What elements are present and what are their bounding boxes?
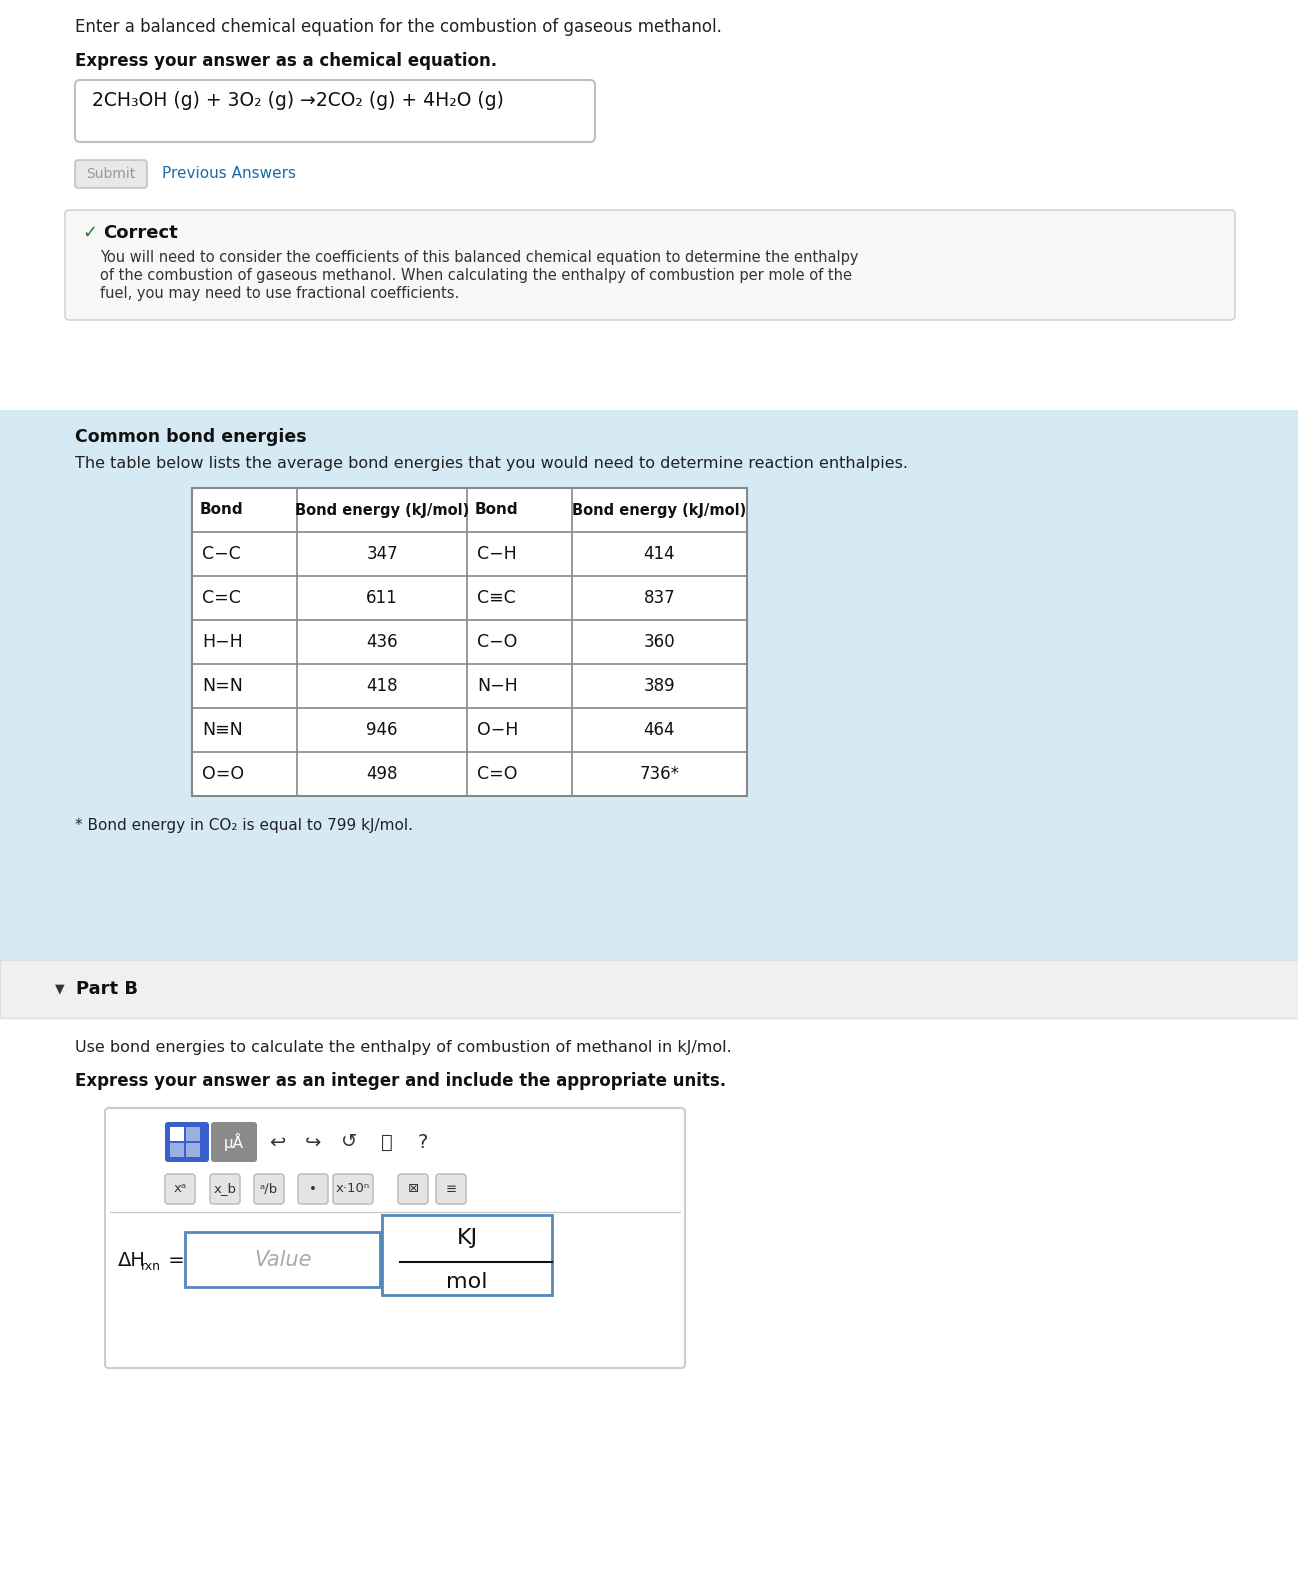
Bar — [186, 1143, 200, 1157]
Text: 2CH₃OH (g) + 3O₂ (g) →2CO₂ (g) + 4H₂O (g): 2CH₃OH (g) + 3O₂ (g) →2CO₂ (g) + 4H₂O (g… — [92, 91, 504, 110]
Text: •: • — [309, 1183, 317, 1195]
Text: Express your answer as a chemical equation.: Express your answer as a chemical equati… — [75, 53, 497, 70]
Text: mol: mol — [447, 1272, 488, 1293]
Text: 736*: 736* — [640, 764, 679, 784]
FancyBboxPatch shape — [254, 1175, 284, 1203]
Text: Correct: Correct — [103, 223, 178, 243]
Text: O−H: O−H — [476, 721, 518, 739]
FancyBboxPatch shape — [75, 80, 594, 142]
Text: 946: 946 — [366, 721, 397, 739]
Text: ↺: ↺ — [341, 1133, 357, 1151]
Text: ✓: ✓ — [82, 223, 97, 243]
FancyBboxPatch shape — [299, 1175, 328, 1203]
Bar — [192, 488, 748, 796]
Text: The table below lists the average bond energies that you would need to determine: The table below lists the average bond e… — [75, 456, 909, 471]
FancyBboxPatch shape — [212, 1122, 257, 1162]
Text: H−H: H−H — [202, 634, 243, 651]
Text: ⎖: ⎖ — [382, 1133, 393, 1151]
Text: 611: 611 — [366, 589, 398, 606]
Text: C−O: C−O — [476, 634, 518, 651]
Text: 389: 389 — [644, 677, 675, 694]
Text: * Bond energy in CO₂ is equal to 799 kJ/mol.: * Bond energy in CO₂ is equal to 799 kJ/… — [75, 819, 413, 833]
Text: C−H: C−H — [476, 544, 517, 563]
Text: ▼: ▼ — [55, 983, 65, 996]
Text: x_b: x_b — [213, 1183, 236, 1195]
Text: xᵃ: xᵃ — [174, 1183, 187, 1195]
FancyBboxPatch shape — [65, 211, 1234, 321]
FancyBboxPatch shape — [398, 1175, 428, 1203]
Text: C=O: C=O — [476, 764, 518, 784]
Text: Use bond energies to calculate the enthalpy of combustion of methanol in kJ/mol.: Use bond energies to calculate the entha… — [75, 1041, 732, 1055]
Text: You will need to consider the coefficients of this balanced chemical equation to: You will need to consider the coefficien… — [100, 251, 858, 265]
Text: Previous Answers: Previous Answers — [162, 166, 296, 182]
Text: Submit: Submit — [87, 168, 135, 180]
FancyBboxPatch shape — [436, 1175, 466, 1203]
Text: 837: 837 — [644, 589, 675, 606]
Bar — [186, 1127, 200, 1141]
FancyBboxPatch shape — [334, 1175, 373, 1203]
FancyBboxPatch shape — [210, 1175, 240, 1203]
Text: rxn: rxn — [141, 1259, 161, 1272]
Text: C≡C: C≡C — [476, 589, 515, 606]
Text: N≡N: N≡N — [202, 721, 243, 739]
Text: O=O: O=O — [202, 764, 244, 784]
Text: ≡: ≡ — [445, 1183, 457, 1195]
Bar — [382, 1215, 552, 1294]
Text: ↪: ↪ — [305, 1133, 321, 1151]
Text: KJ: KJ — [457, 1227, 478, 1248]
Text: of the combustion of gaseous methanol. When calculating the enthalpy of combusti: of the combustion of gaseous methanol. W… — [100, 268, 851, 282]
Bar — [0, 1018, 1298, 1596]
Bar — [170, 1143, 184, 1157]
Text: 464: 464 — [644, 721, 675, 739]
Text: ᵃ∕b: ᵃ∕b — [260, 1183, 278, 1195]
Text: 347: 347 — [366, 544, 397, 563]
Text: C=C: C=C — [202, 589, 241, 606]
Bar — [0, 0, 1298, 410]
FancyBboxPatch shape — [165, 1175, 195, 1203]
Text: =: = — [162, 1251, 184, 1269]
Text: Bond energy (kJ/mol): Bond energy (kJ/mol) — [295, 503, 469, 517]
Text: Bond energy (kJ/mol): Bond energy (kJ/mol) — [572, 503, 746, 517]
Bar — [0, 410, 1298, 961]
Text: μÅ: μÅ — [225, 1133, 244, 1151]
FancyBboxPatch shape — [105, 1108, 685, 1368]
Bar — [170, 1127, 184, 1141]
Text: ΔH: ΔH — [118, 1251, 145, 1269]
FancyBboxPatch shape — [75, 160, 147, 188]
Text: fuel, you may need to use fractional coefficients.: fuel, you may need to use fractional coe… — [100, 286, 459, 302]
Text: 436: 436 — [366, 634, 397, 651]
Text: N=N: N=N — [202, 677, 243, 694]
Text: ⊠: ⊠ — [408, 1183, 418, 1195]
Text: 414: 414 — [644, 544, 675, 563]
Text: Bond: Bond — [475, 503, 519, 517]
Text: Part B: Part B — [77, 980, 138, 998]
Text: Common bond energies: Common bond energies — [75, 428, 306, 445]
Text: ?: ? — [418, 1133, 428, 1151]
Text: Bond: Bond — [200, 503, 244, 517]
Text: Express your answer as an integer and include the appropriate units.: Express your answer as an integer and in… — [75, 1073, 726, 1090]
Bar — [186, 1232, 380, 1286]
Text: Value: Value — [254, 1250, 312, 1270]
Text: 360: 360 — [644, 634, 675, 651]
Text: C−C: C−C — [202, 544, 240, 563]
Text: 498: 498 — [366, 764, 397, 784]
Text: ↩: ↩ — [269, 1133, 286, 1151]
Text: 418: 418 — [366, 677, 397, 694]
Text: x·10ⁿ: x·10ⁿ — [336, 1183, 370, 1195]
Text: Enter a balanced chemical equation for the combustion of gaseous methanol.: Enter a balanced chemical equation for t… — [75, 18, 722, 37]
FancyBboxPatch shape — [165, 1122, 209, 1162]
Bar — [0, 961, 1298, 1018]
Text: N−H: N−H — [476, 677, 518, 694]
